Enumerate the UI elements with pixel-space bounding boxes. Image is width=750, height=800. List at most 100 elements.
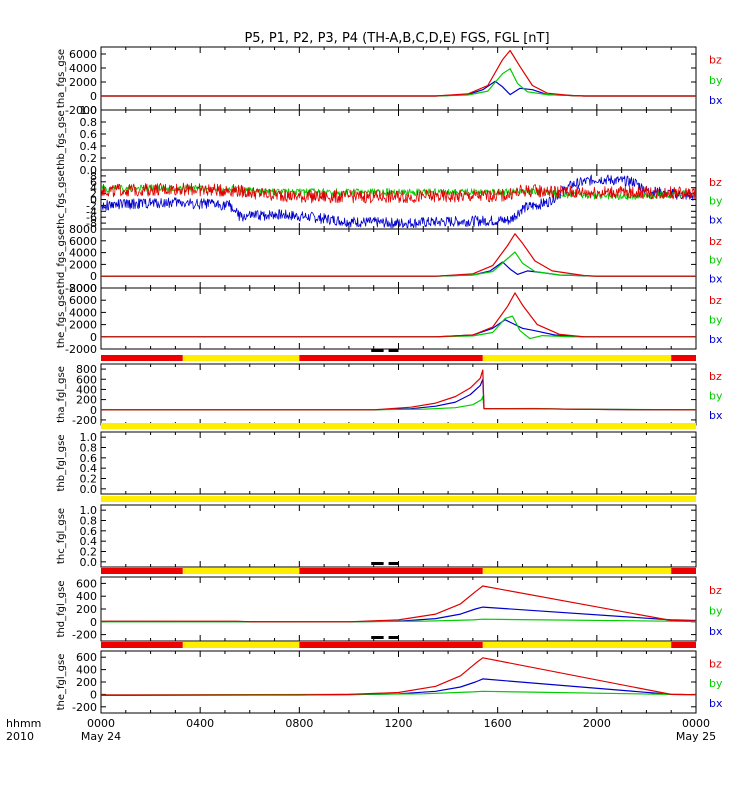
y-tick-label: 1.0: [80, 431, 98, 444]
y-tick-label: 600: [76, 651, 97, 664]
mode-bar-segment: [101, 355, 183, 361]
y-tick-label: -2: [86, 199, 97, 212]
y-tick-label: 8000: [69, 223, 97, 236]
legend-entry-by: by: [709, 254, 723, 267]
y-axis-label: thb_fgl_gse: [56, 435, 67, 492]
y-tick-label: 6000: [69, 235, 97, 248]
legend-entry-by: by: [709, 677, 723, 690]
panel-thc_fgl_gse: 0.00.20.40.60.81.0 thc_fgl_gse: [56, 496, 697, 569]
y-tick-label: 4000: [69, 306, 97, 319]
mode-bar-segment: [182, 568, 300, 574]
y-tick-label: 400: [76, 590, 97, 603]
panel-frame: [100, 431, 697, 495]
y-tick-label: -4: [86, 205, 97, 218]
x-tick-label: 1200: [385, 717, 413, 730]
x-tick-label: 0800: [285, 717, 313, 730]
mode-bar-segment: [482, 568, 672, 574]
y-axis-label: tha_fgs_gse: [56, 49, 67, 108]
y-tick-label: 400: [76, 664, 97, 677]
y-tick-label: 0.2: [80, 546, 98, 559]
y-tick-label: 600: [76, 373, 97, 386]
panel-thb_fgs_gse: 0.00.20.40.60.81.0 thb_fgs_gse: [56, 104, 697, 177]
y-tick-label: 0: [90, 90, 97, 103]
y-tick-label: 2000: [69, 76, 97, 89]
legend-entry-by: by: [709, 74, 723, 87]
y-tick-label: 0.8: [80, 442, 98, 455]
y-tick-label: 0.2: [80, 473, 98, 486]
series-line-bz: [101, 182, 696, 204]
mode-bar-segment: [299, 355, 483, 361]
y-tick-label: 6000: [69, 48, 97, 61]
y-tick-label: -8: [86, 217, 97, 230]
time-axis-year-label: 2010: [6, 730, 34, 743]
time-axis: hhmm 2010 May 24 May 25 0000 0400 0800 1200…: [6, 717, 716, 743]
mode-bar-mark: [371, 562, 384, 565]
legend-entry-bz: bz: [709, 584, 722, 597]
y-tick-label: 0.8: [80, 116, 98, 129]
y-tick-label: -200: [72, 629, 97, 642]
panel-frame: [100, 46, 697, 111]
y-tick-label: 1.0: [80, 504, 98, 517]
series-line-bz: [101, 369, 696, 411]
chart-title: P5, P1, P2, P3, P4 (TH-A,B,C,D,E) FGS, F…: [244, 31, 549, 46]
mode-bar-segment: [482, 355, 672, 361]
legend-entry-bz: bz: [709, 370, 722, 383]
legend-entry-bz: bz: [709, 657, 722, 670]
series-line-bz: [101, 585, 696, 623]
time-axis-unit-label: hhmm: [6, 717, 41, 730]
y-tick-label: 6: [90, 176, 97, 189]
y-tick-label: -2000: [65, 104, 97, 117]
series-line-bx: [101, 378, 696, 411]
panel-frame: [100, 228, 697, 289]
y-axis-label: thd_fgl_gse: [56, 581, 67, 638]
legend-entry-bz: bz: [709, 235, 722, 248]
y-tick-label: 0.4: [80, 140, 98, 153]
y-axis-label: thc_fgl_gse: [56, 508, 67, 564]
x-tick-label: 1600: [484, 717, 512, 730]
y-tick-label: 0.8: [80, 515, 98, 528]
y-axis-label: thc_fgs_gse: [56, 170, 67, 229]
mode-bar-mark: [371, 636, 384, 639]
panel-frame: [100, 504, 697, 568]
y-tick-label: 2000: [69, 258, 97, 271]
legend-entry-bz: bz: [709, 176, 722, 189]
mode-bar-segment: [182, 355, 300, 361]
y-tick-label: 2: [90, 188, 97, 201]
x-tick-label: 2000: [583, 717, 611, 730]
panel-frame: [100, 363, 697, 426]
y-axis-label: the_fgs_gse: [56, 289, 67, 348]
y-tick-label: 200: [76, 676, 97, 689]
series-line-bz: [101, 49, 696, 97]
y-tick-label: 0.2: [80, 152, 98, 165]
legend-entry-bx: bx: [709, 697, 723, 710]
y-tick-label: 400: [76, 383, 97, 396]
series-line-by: [101, 68, 696, 97]
y-tick-label: 200: [76, 394, 97, 407]
legend-entry-by: by: [709, 604, 723, 617]
series-line-bz: [101, 292, 696, 338]
mode-bar-segment: [671, 642, 696, 648]
mode-bar-segment: [671, 355, 696, 361]
mode-bar-segment: [101, 642, 183, 648]
mode-bar-mark: [388, 349, 399, 352]
y-tick-label: 0.0: [80, 556, 98, 569]
y-axis-label: thd_fgs_gse: [56, 229, 67, 288]
y-tick-label: 4000: [69, 247, 97, 260]
mode-bar-mark: [388, 562, 399, 565]
legend-entry-bz: bz: [709, 294, 722, 307]
y-tick-label: 4: [90, 182, 97, 195]
y-tick-label: 0.6: [80, 128, 98, 141]
y-tick-label: 4000: [69, 62, 97, 75]
mode-bar-segment: [101, 568, 183, 574]
y-tick-label: 6000: [69, 294, 97, 307]
y-axis-label: tha_fgl_gse: [56, 366, 67, 423]
panel-frame: [100, 287, 697, 350]
y-axis-label: the_fgl_gse: [56, 654, 67, 711]
y-tick-label: 0.0: [80, 483, 98, 496]
y-tick-label: -6: [86, 211, 97, 224]
y-tick-label: -200: [72, 701, 97, 714]
mode-bar-segment: [101, 496, 696, 502]
